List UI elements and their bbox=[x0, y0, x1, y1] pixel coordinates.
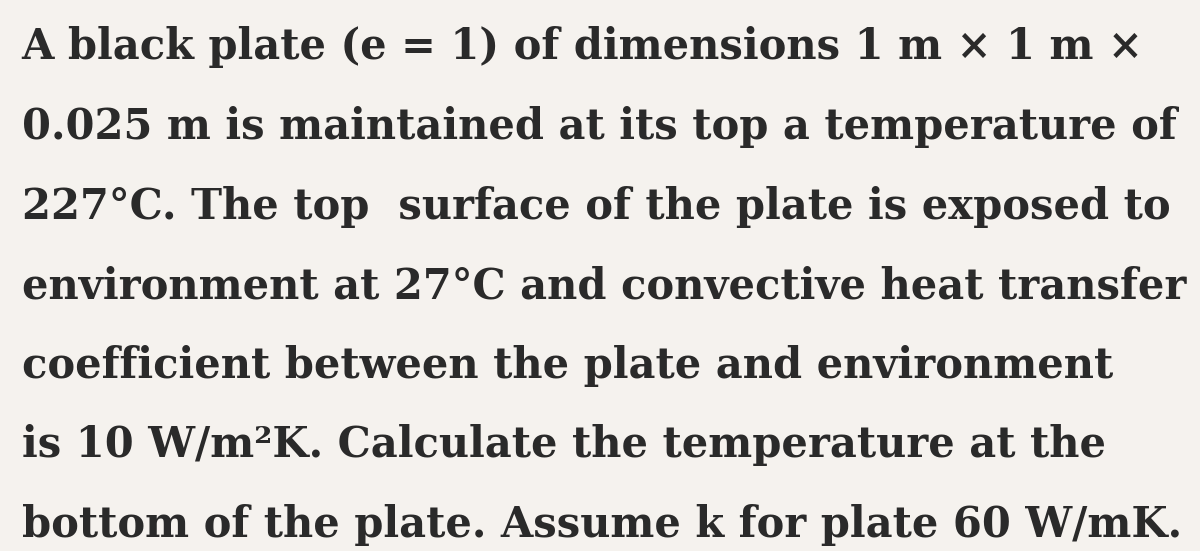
Text: bottom of the plate. Assume k for plate 60 W/mK.: bottom of the plate. Assume k for plate … bbox=[22, 504, 1182, 545]
Text: is 10 W/m²K. Calculate the temperature at the: is 10 W/m²K. Calculate the temperature a… bbox=[22, 424, 1105, 466]
Text: coefficient between the plate and environment: coefficient between the plate and enviro… bbox=[22, 345, 1112, 387]
Text: A black plate (e = 1) of dimensions 1 m × 1 m ×: A black plate (e = 1) of dimensions 1 m … bbox=[22, 26, 1144, 68]
Text: environment at 27°C and convective heat transfer: environment at 27°C and convective heat … bbox=[22, 266, 1186, 307]
Text: 227°C. The top  surface of the plate is exposed to: 227°C. The top surface of the plate is e… bbox=[22, 186, 1170, 228]
Text: 0.025 m is maintained at its top a temperature of: 0.025 m is maintained at its top a tempe… bbox=[22, 106, 1176, 148]
